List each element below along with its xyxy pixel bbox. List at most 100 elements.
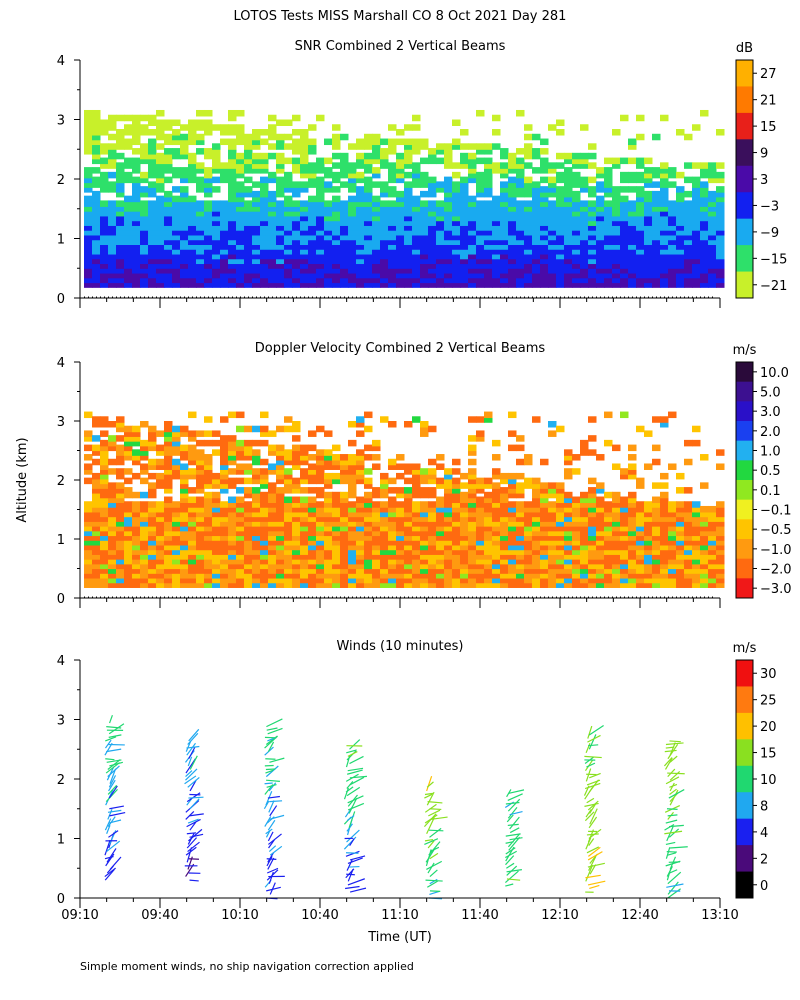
heatmap-cell — [260, 257, 269, 265]
heatmap-cell — [436, 548, 445, 555]
heatmap-cell — [500, 190, 509, 198]
heatmap-cell — [100, 214, 109, 222]
heatmap-cell — [620, 219, 629, 226]
heatmap-cell — [164, 152, 173, 160]
heatmap-cell — [484, 267, 493, 274]
heatmap-cell — [268, 271, 277, 279]
heatmap-cell — [172, 238, 181, 245]
wind-barb — [186, 745, 200, 749]
heatmap-cell — [636, 539, 645, 546]
heatmap-cell — [324, 209, 333, 217]
heatmap-cell — [332, 138, 341, 146]
heatmap-cell — [700, 109, 709, 117]
heatmap-cell — [228, 267, 237, 274]
heatmap-cell — [140, 477, 149, 485]
heatmap-cell — [268, 430, 277, 437]
heatmap-cell — [284, 543, 293, 551]
heatmap-cell — [388, 214, 397, 222]
heatmap-cell — [252, 262, 261, 269]
heatmap-cell — [484, 510, 493, 518]
heatmap-cell — [316, 543, 325, 551]
wind-barb — [589, 884, 600, 890]
heatmap-cell — [292, 524, 301, 532]
heatmap-cell — [364, 557, 373, 565]
heatmap-cell — [604, 572, 613, 579]
heatmap-cell — [204, 200, 213, 207]
heatmap-cell — [92, 576, 101, 584]
heatmap-cell — [684, 505, 693, 513]
heatmap-cell — [364, 209, 373, 217]
colorbar-swatch — [736, 60, 753, 87]
heatmap-cell — [524, 205, 533, 212]
heatmap-cell — [268, 529, 277, 537]
heatmap-cell — [412, 267, 421, 274]
heatmap-cell — [236, 501, 245, 508]
heatmap-cell — [132, 162, 141, 169]
heatmap-cell — [228, 411, 237, 419]
heatmap-cell — [212, 124, 221, 131]
heatmap-cell — [484, 505, 493, 513]
wind-barb — [268, 871, 274, 884]
heatmap-cell — [380, 562, 389, 570]
heatmap-cell — [204, 454, 213, 461]
heatmap-cell — [348, 276, 357, 284]
heatmap-cell — [524, 501, 533, 508]
heatmap-cell — [708, 257, 717, 265]
heatmap-cell — [132, 133, 141, 141]
wind-barb — [109, 811, 126, 817]
heatmap-cell — [356, 515, 365, 522]
heatmap-cell — [156, 119, 165, 126]
heatmap-cell — [604, 524, 613, 532]
heatmap-cell — [308, 214, 317, 222]
heatmap-cell — [108, 248, 117, 255]
heatmap-cell — [620, 472, 629, 480]
heatmap-cell — [612, 581, 621, 588]
heatmap-cell — [228, 524, 237, 532]
wind-barb — [588, 838, 595, 846]
heatmap-cell — [692, 252, 701, 260]
heatmap-cell — [412, 529, 421, 537]
heatmap-cell — [420, 501, 429, 508]
heatmap-cell — [100, 176, 109, 184]
heatmap-cell — [260, 510, 269, 518]
wind-barb — [505, 801, 520, 805]
heatmap-cell — [428, 562, 437, 570]
heatmap-cell — [260, 186, 269, 193]
heatmap-cell — [660, 281, 669, 288]
heatmap-cell — [684, 529, 693, 537]
heatmap-cell — [292, 271, 301, 279]
heatmap-cell — [316, 186, 325, 193]
heatmap-cell — [660, 572, 669, 579]
wind-barb — [587, 880, 606, 886]
heatmap-cell — [324, 238, 333, 245]
heatmap-cell — [612, 228, 621, 236]
heatmap-cell — [308, 472, 317, 480]
heatmap-cell — [436, 205, 445, 212]
heatmap-cell — [364, 553, 373, 560]
heatmap-cell — [484, 271, 493, 279]
heatmap-cell — [548, 421, 557, 428]
heatmap-cell — [236, 248, 245, 255]
heatmap-cell — [292, 501, 301, 508]
heatmap-cell — [516, 167, 525, 174]
wind-barb — [267, 819, 276, 831]
heatmap-cell — [548, 543, 557, 551]
heatmap-cell — [444, 553, 453, 560]
heatmap-cell — [260, 539, 269, 546]
wind-barb — [189, 821, 197, 831]
heatmap-cell — [308, 576, 317, 584]
heatmap-cell — [444, 224, 453, 231]
heatmap-cell — [676, 195, 685, 203]
heatmap-cell — [676, 248, 685, 255]
heatmap-cell — [364, 243, 373, 250]
heatmap-cell — [124, 477, 133, 485]
heatmap-cell — [428, 501, 437, 508]
heatmap-cell — [212, 157, 221, 165]
heatmap-cell — [540, 562, 549, 570]
heatmap-cell — [292, 562, 301, 570]
heatmap-cell — [268, 482, 277, 489]
heatmap-cell — [692, 520, 701, 527]
heatmap-cell — [404, 496, 413, 504]
heatmap-cell — [276, 214, 285, 222]
heatmap-cell — [420, 553, 429, 560]
